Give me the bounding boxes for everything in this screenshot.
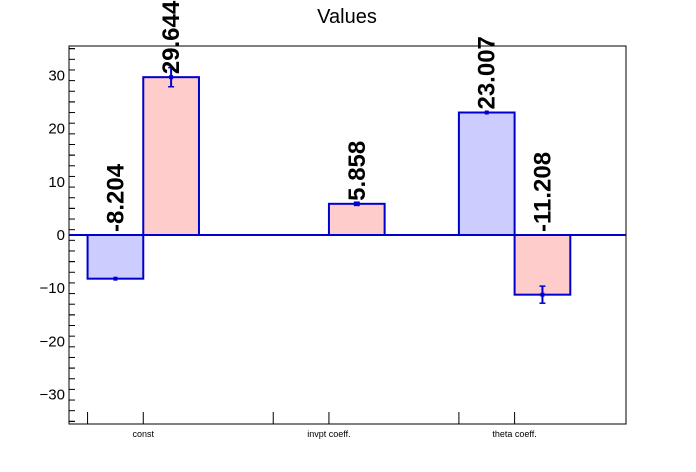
y-tick-label: 0	[57, 227, 65, 244]
data-point-marker	[169, 75, 174, 80]
y-tick-label: 30	[48, 67, 65, 84]
y-tick-label: 20	[48, 121, 65, 138]
data-point-marker	[354, 201, 359, 206]
data-point-marker	[113, 276, 118, 281]
bar	[142, 76, 200, 236]
y-tick-label: −20	[40, 333, 65, 350]
bar-value-label: 29.644	[158, 0, 185, 74]
chart-title: Values	[317, 6, 377, 28]
bar	[457, 111, 516, 236]
bar-value-label: 5.858	[344, 141, 371, 201]
y-tick-label: −30	[40, 387, 65, 404]
data-point-marker	[540, 292, 545, 297]
data-point-marker	[484, 110, 489, 115]
bar-value-label: -11.208	[529, 152, 556, 232]
bar-value-label: 23.007	[474, 36, 501, 109]
y-tick-label: 10	[48, 174, 65, 191]
y-tick-label: −10	[40, 280, 65, 297]
bar	[86, 234, 145, 280]
bar	[327, 202, 386, 236]
x-category-label: const	[133, 429, 155, 439]
x-category-label: invpt coeff.	[307, 429, 350, 439]
x-category-label: theta coeff.	[492, 429, 536, 439]
bar-value-label: -8.204	[102, 163, 129, 232]
